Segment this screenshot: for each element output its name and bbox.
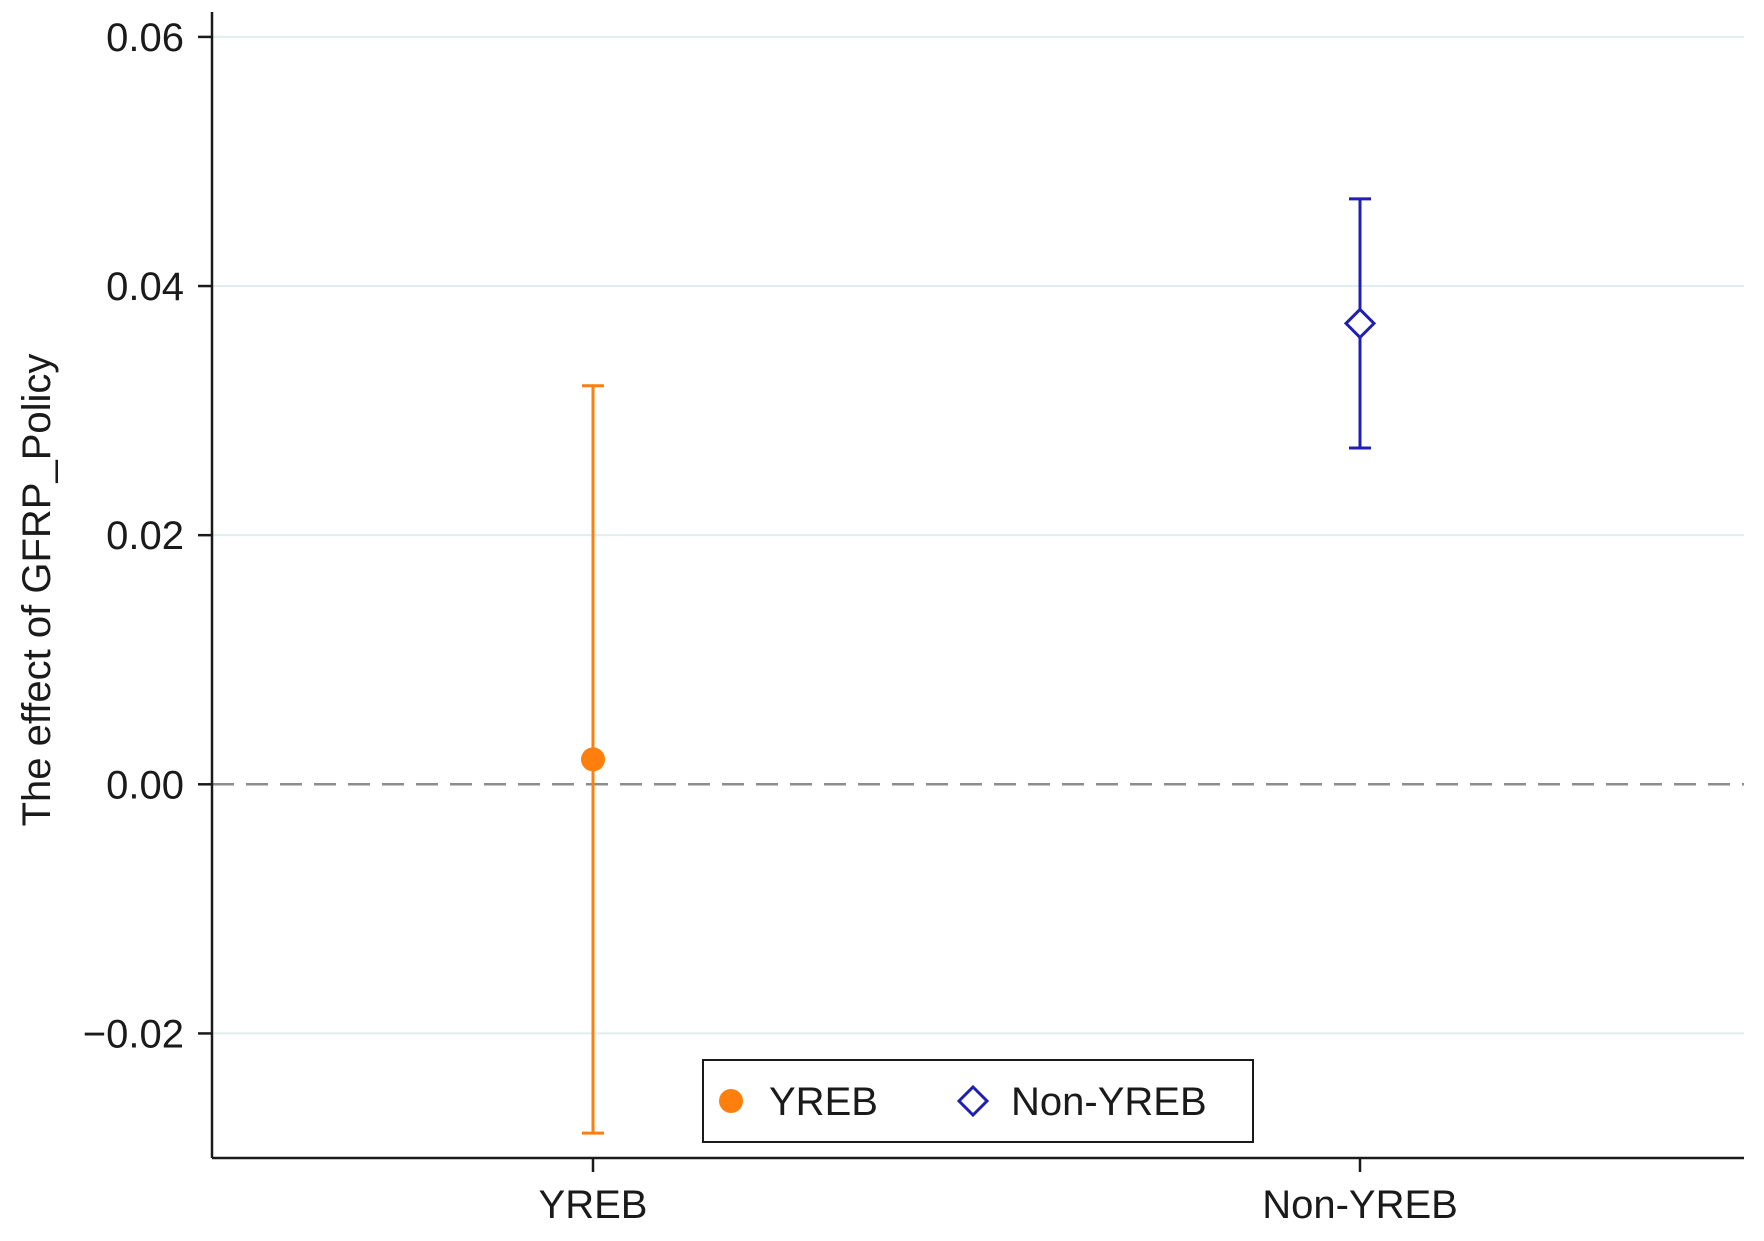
legend: YREB Non-YREB (702, 1059, 1254, 1143)
gridlines (212, 35, 1744, 1035)
y-tick-label: 0.02 (106, 514, 184, 558)
legend-marker-diamond-icon (956, 1084, 990, 1118)
point-estimate (581, 747, 605, 772)
series (581, 197, 1377, 1135)
y-tick-label: −0.02 (83, 1012, 184, 1056)
y-axis-label: The effect of GFRP_Policy (15, 354, 59, 827)
x-tick-label: Non-YREB (1262, 1183, 1458, 1227)
legend-label: YREB (769, 1080, 878, 1124)
series-non-yreb (1343, 197, 1377, 450)
legend-entry: YREB (719, 1080, 878, 1124)
legend-entry: Non-YREB (956, 1080, 1207, 1124)
point-estimate (1343, 307, 1377, 340)
series-yreb (581, 384, 605, 1135)
y-tick-label: 0.04 (106, 265, 184, 309)
axes (210, 12, 1744, 1160)
y-axis-ticks: −0.02 0.00 0.02 0.04 0.06 (83, 16, 212, 1056)
y-tick-label: 0.06 (106, 16, 184, 60)
legend-label: Non-YREB (1011, 1080, 1207, 1124)
x-axis-ticks: YREB Non-YREB (539, 1158, 1458, 1227)
x-tick-label: YREB (539, 1183, 648, 1227)
y-tick-label: 0.00 (106, 763, 184, 807)
legend-marker-circle-icon (719, 1089, 743, 1113)
